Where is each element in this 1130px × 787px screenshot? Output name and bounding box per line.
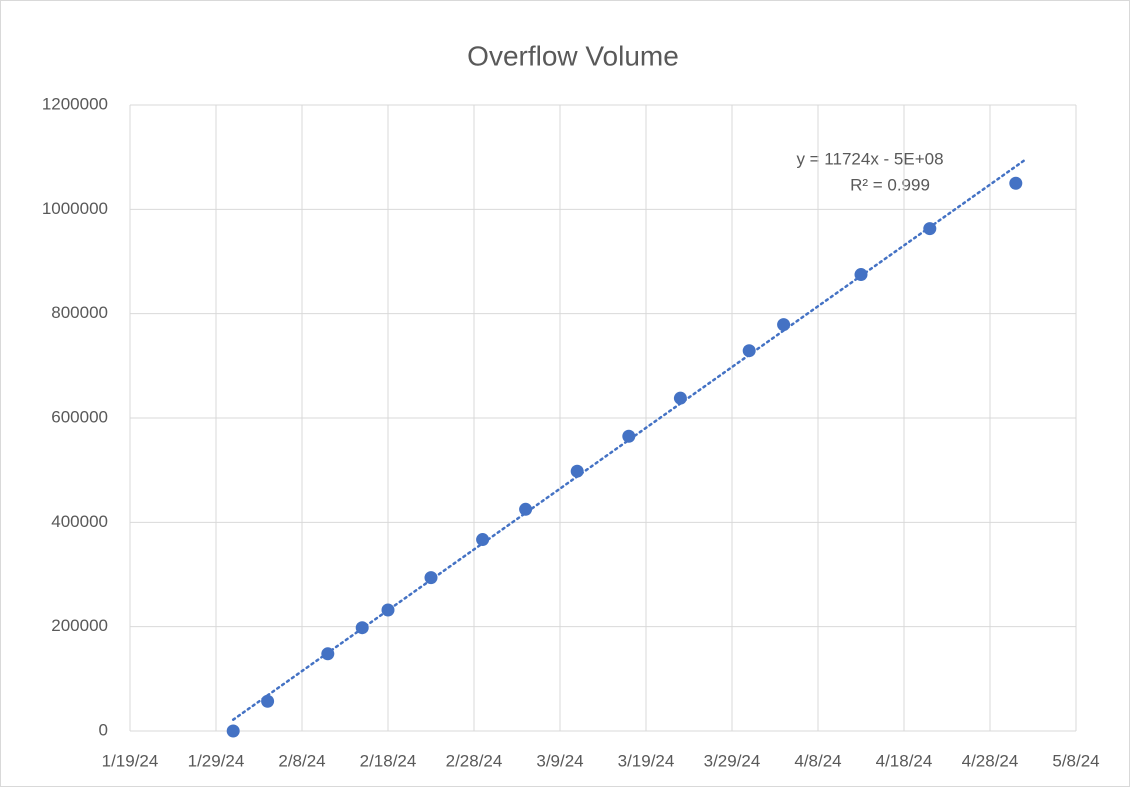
y-tick-label: 1200000 (42, 94, 108, 113)
scatter-point (854, 268, 868, 282)
x-tick-label: 5/8/24 (1052, 751, 1099, 770)
scatter-point (424, 571, 438, 585)
chart-title: Overflow Volume (467, 40, 679, 71)
x-tick-label: 4/8/24 (794, 751, 841, 770)
y-tick-label: 1000000 (42, 199, 108, 218)
x-tick-label: 2/8/24 (278, 751, 325, 770)
x-tick-label: 4/28/24 (962, 751, 1019, 770)
x-tick-label: 3/19/24 (618, 751, 675, 770)
x-tick-label: 2/28/24 (446, 751, 503, 770)
scatter-point (321, 647, 335, 661)
scatter-point (673, 391, 687, 405)
scatter-point (1009, 176, 1023, 190)
x-tick-label: 3/29/24 (704, 751, 761, 770)
y-tick-label: 400000 (51, 512, 108, 531)
scatter-point (777, 318, 791, 332)
y-tick-label: 0 (99, 720, 108, 739)
scatter-point (570, 464, 584, 478)
scatter-point (923, 222, 937, 236)
scatter-point (742, 344, 756, 358)
x-tick-label: 1/19/24 (102, 751, 159, 770)
x-tick-label: 4/18/24 (876, 751, 933, 770)
scatter-point (381, 603, 395, 617)
scatter-point (226, 724, 240, 738)
scatter-point (622, 429, 636, 443)
trend-equation: y = 11724x - 5E+08 (796, 149, 943, 168)
y-tick-label: 200000 (51, 616, 108, 635)
y-tick-label: 600000 (51, 407, 108, 426)
x-tick-label: 1/29/24 (188, 751, 245, 770)
scatter-point (476, 533, 490, 547)
y-tick-label: 800000 (51, 303, 108, 322)
x-tick-label: 3/9/24 (536, 751, 583, 770)
scatter-point (261, 694, 275, 708)
trend-r-squared: R² = 0.999 (850, 175, 930, 194)
scatter-point (519, 502, 533, 516)
x-tick-label: 2/18/24 (360, 751, 417, 770)
scatter-point (355, 621, 369, 635)
